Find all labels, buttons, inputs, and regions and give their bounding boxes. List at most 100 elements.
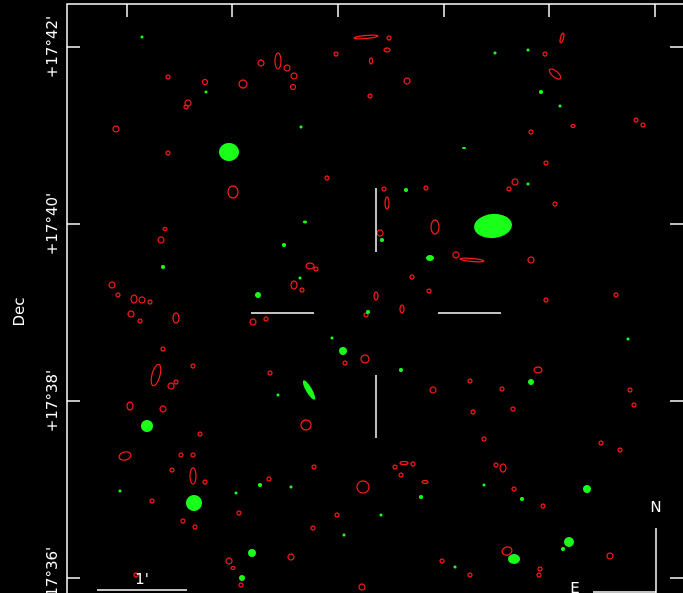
red-source-ellipse: [631, 402, 637, 408]
green-source-blob: [419, 495, 423, 499]
dec-tick-label-40: +17°40': [43, 193, 61, 255]
green-source-blob: [298, 276, 302, 280]
red-source-ellipse: [167, 382, 175, 390]
red-source-ellipse: [159, 405, 167, 413]
red-source-ellipse: [202, 479, 208, 485]
red-source-ellipse: [598, 440, 604, 446]
center-crosshair: [251, 188, 501, 438]
red-source-ellipse: [201, 78, 209, 86]
red-source-ellipse: [493, 462, 499, 468]
green-source-blob: [330, 336, 334, 340]
red-source-ellipse: [263, 316, 269, 322]
green-source-blob: [482, 483, 486, 487]
green-source-blob: [399, 368, 403, 372]
red-source-ellipse: [360, 354, 370, 364]
red-source-ellipse: [426, 288, 432, 294]
red-source-ellipse: [376, 229, 384, 237]
green-source-blob: [141, 420, 153, 432]
red-source-ellipse: [108, 281, 116, 289]
red-source-ellipse: [190, 452, 196, 458]
red-source-ellipse: [287, 553, 295, 561]
red-source-ellipse: [225, 557, 233, 565]
scale-bar-label: 1': [135, 570, 149, 588]
green-source-blob: [493, 51, 497, 55]
green-source-blob: [526, 182, 530, 186]
red-source-ellipse: [165, 150, 171, 156]
scale-bar: 1': [97, 570, 187, 591]
red-source-ellipse: [115, 292, 121, 298]
green-source-blob: [520, 497, 524, 501]
red-source-ellipse: [290, 72, 298, 80]
red-source-ellipse: [290, 280, 298, 290]
red-source-ellipse: [543, 297, 549, 303]
red-source-ellipse: [249, 318, 257, 326]
red-source-ellipse: [548, 68, 562, 80]
green-source-blob: [561, 547, 565, 551]
red-source-ellipse: [183, 104, 189, 110]
green-source-blob: [380, 238, 384, 242]
red-source-ellipse: [356, 480, 370, 494]
red-source-ellipse: [180, 518, 186, 524]
green-source-blob: [462, 147, 466, 149]
green-source-blob: [366, 310, 370, 314]
green-source-blob: [539, 90, 543, 94]
red-source-ellipse: [430, 219, 440, 235]
red-source-ellipse: [403, 77, 411, 85]
red-source-ellipse: [149, 498, 155, 504]
green-source-blob: [255, 292, 261, 298]
red-source-ellipse: [310, 525, 316, 531]
red-source-ellipse: [499, 386, 505, 392]
red-source-ellipse: [172, 312, 180, 324]
plot-frame: [66, 3, 683, 593]
green-source-blob: [118, 489, 122, 493]
red-source-ellipse: [311, 464, 317, 470]
red-source-ellipse: [470, 409, 476, 415]
red-source-ellipse: [189, 467, 197, 485]
red-source-ellipse: [274, 52, 282, 70]
green-source-blob: [302, 380, 316, 400]
red-source-ellipse: [230, 565, 236, 571]
green-source-blob: [508, 554, 520, 564]
red-source-ellipse: [542, 51, 548, 57]
red-source-ellipse: [147, 299, 153, 305]
red-source-ellipse: [150, 363, 162, 387]
red-source-ellipse: [467, 378, 473, 384]
red-source-ellipse: [112, 125, 120, 133]
green-source-blob: [528, 379, 534, 385]
green-source-blob: [299, 125, 303, 129]
red-source-ellipse: [178, 452, 184, 458]
red-source-ellipse: [559, 32, 565, 44]
red-source-ellipse: [368, 57, 374, 65]
red-source-ellipse: [540, 503, 546, 509]
red-source-ellipse: [138, 296, 146, 304]
red-source-ellipse: [439, 558, 445, 564]
red-source-ellipse: [398, 472, 404, 478]
green-source-blob: [626, 337, 630, 341]
red-source-ellipse: [510, 406, 516, 412]
green-source-blob: [303, 220, 307, 224]
red-source-ellipse: [169, 467, 175, 473]
red-source-ellipse: [267, 370, 273, 376]
green-source-blob: [342, 533, 346, 537]
green-source-blob: [339, 347, 347, 355]
red-source-ellipse: [238, 582, 244, 588]
green-source-blob: [204, 90, 208, 94]
red-source-ellipse: [137, 318, 143, 324]
dec-tick-label-42: +17°42': [43, 16, 61, 78]
green-source-blob: [558, 104, 562, 108]
red-source-ellipse: [133, 572, 139, 578]
green-source-blob: [583, 485, 591, 493]
red-source-ellipse: [640, 122, 646, 128]
green-source-blob: [404, 188, 408, 192]
green-source-blob: [453, 565, 457, 569]
red-source-ellipse: [299, 287, 305, 293]
red-source-regions: [108, 32, 646, 591]
red-source-ellipse: [192, 524, 198, 530]
red-source-ellipse: [423, 185, 429, 191]
red-source-ellipse: [570, 123, 576, 129]
compass-east-label: E: [570, 579, 579, 593]
red-source-ellipse: [238, 79, 248, 89]
red-source-ellipse: [283, 64, 291, 72]
red-source-ellipse: [162, 226, 168, 232]
